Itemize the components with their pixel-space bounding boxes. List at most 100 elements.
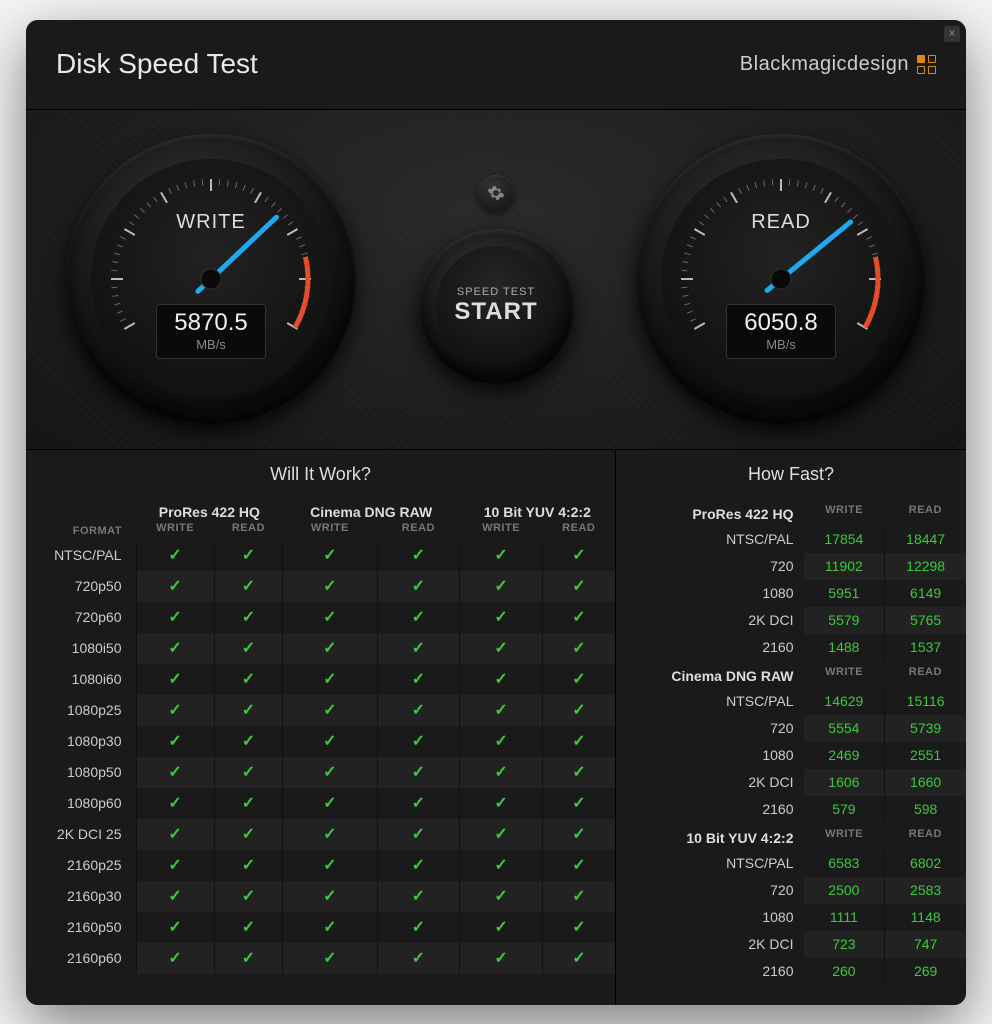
- wiw-format-label: 2160p25: [26, 850, 136, 881]
- wiw-subheader: READ: [377, 522, 460, 540]
- wiw-format-label: 720p60: [26, 602, 136, 633]
- check-icon: ✓: [572, 795, 585, 812]
- check-icon: ✓: [242, 578, 255, 595]
- check-icon: ✓: [323, 609, 336, 626]
- wiw-format-label: 1080p25: [26, 695, 136, 726]
- wiw-format-label: 1080p30: [26, 726, 136, 757]
- read-gauge: READ 6050.8 MB/s: [636, 134, 926, 424]
- wiw-format-label: 1080p60: [26, 788, 136, 819]
- check-icon: ✓: [242, 733, 255, 750]
- table-row: NTSC/PAL✓✓✓✓✓✓: [26, 540, 615, 571]
- table-row: 720p50✓✓✓✓✓✓: [26, 571, 615, 602]
- wiw-check-cell: ✓: [377, 726, 460, 757]
- read-gauge-dial: [661, 159, 901, 399]
- hf-write-value: 17854: [804, 526, 885, 553]
- wiw-check-cell: ✓: [214, 943, 282, 974]
- table-row: 1080p30✓✓✓✓✓✓: [26, 726, 615, 757]
- check-icon: ✓: [572, 857, 585, 874]
- check-icon: ✓: [323, 702, 336, 719]
- hf-group-name: 10 Bit YUV 4:2:2: [616, 823, 804, 850]
- check-icon: ✓: [494, 640, 507, 657]
- brand-text: Blackmagicdesign: [740, 53, 909, 76]
- check-icon: ✓: [168, 733, 181, 750]
- hf-format-label: 1080: [616, 580, 804, 607]
- wiw-check-cell: ✓: [460, 850, 543, 881]
- check-icon: ✓: [323, 578, 336, 595]
- wiw-check-cell: ✓: [377, 788, 460, 819]
- wiw-check-cell: ✓: [543, 788, 615, 819]
- hf-read-value: 15116: [885, 688, 966, 715]
- wiw-check-cell: ✓: [460, 695, 543, 726]
- write-value: 5870.5: [157, 309, 265, 337]
- settings-button[interactable]: [478, 175, 514, 211]
- table-row: 720p60✓✓✓✓✓✓: [26, 602, 615, 633]
- hf-format-label: 2160: [616, 958, 804, 985]
- wiw-check-cell: ✓: [543, 881, 615, 912]
- check-icon: ✓: [412, 578, 425, 595]
- table-row: 1080p60✓✓✓✓✓✓: [26, 788, 615, 819]
- write-gauge-dial: [91, 159, 331, 399]
- wiw-check-cell: ✓: [460, 757, 543, 788]
- wiw-check-cell: ✓: [136, 788, 214, 819]
- hf-group-name: ProRes 422 HQ: [616, 499, 804, 526]
- hf-read-value: 5739: [885, 715, 966, 742]
- hf-format-label: NTSC/PAL: [616, 850, 804, 877]
- check-icon: ✓: [242, 640, 255, 657]
- check-icon: ✓: [412, 950, 425, 967]
- check-icon: ✓: [323, 919, 336, 936]
- check-icon: ✓: [168, 857, 181, 874]
- check-icon: ✓: [412, 547, 425, 564]
- wiw-check-cell: ✓: [214, 819, 282, 850]
- check-icon: ✓: [572, 702, 585, 719]
- wiw-subheader: READ: [214, 522, 282, 540]
- wiw-format-label: NTSC/PAL: [26, 540, 136, 571]
- check-icon: ✓: [412, 888, 425, 905]
- wiw-check-cell: ✓: [136, 943, 214, 974]
- center-controls: SPEED TEST START: [419, 175, 574, 384]
- hf-read-value: 598: [885, 796, 966, 823]
- check-icon: ✓: [494, 702, 507, 719]
- check-icon: ✓: [572, 919, 585, 936]
- table-row: 2160260269: [616, 958, 966, 985]
- wiw-check-cell: ✓: [136, 540, 214, 571]
- check-icon: ✓: [572, 826, 585, 843]
- read-value: 6050.8: [727, 309, 835, 337]
- wiw-check-cell: ✓: [214, 912, 282, 943]
- start-button[interactable]: SPEED TEST START: [419, 229, 574, 384]
- table-row: 2160p25✓✓✓✓✓✓: [26, 850, 615, 881]
- check-icon: ✓: [572, 640, 585, 657]
- wiw-check-cell: ✓: [543, 664, 615, 695]
- check-icon: ✓: [242, 950, 255, 967]
- wiw-check-cell: ✓: [460, 819, 543, 850]
- wiw-check-cell: ✓: [283, 881, 377, 912]
- check-icon: ✓: [168, 547, 181, 564]
- check-icon: ✓: [494, 671, 507, 688]
- table-row: 1080i60✓✓✓✓✓✓: [26, 664, 615, 695]
- check-icon: ✓: [494, 826, 507, 843]
- wiw-check-cell: ✓: [214, 664, 282, 695]
- check-icon: ✓: [494, 547, 507, 564]
- hf-subheader: READ: [885, 823, 966, 850]
- hf-read-value: 269: [885, 958, 966, 985]
- wiw-check-cell: ✓: [377, 819, 460, 850]
- check-icon: ✓: [572, 671, 585, 688]
- check-icon: ✓: [494, 950, 507, 967]
- check-icon: ✓: [494, 764, 507, 781]
- will-it-work-table: ProRes 422 HQCinema DNG RAW10 Bit YUV 4:…: [26, 499, 615, 974]
- hf-subheader: WRITE: [804, 823, 885, 850]
- wiw-check-cell: ✓: [283, 819, 377, 850]
- start-label-2: START: [454, 298, 537, 326]
- check-icon: ✓: [168, 609, 181, 626]
- check-icon: ✓: [572, 547, 585, 564]
- wiw-subheader: WRITE: [283, 522, 377, 540]
- check-icon: ✓: [242, 764, 255, 781]
- wiw-check-cell: ✓: [136, 757, 214, 788]
- wiw-check-cell: ✓: [214, 695, 282, 726]
- check-icon: ✓: [572, 888, 585, 905]
- wiw-check-cell: ✓: [283, 664, 377, 695]
- hf-read-value: 1148: [885, 904, 966, 931]
- check-icon: ✓: [412, 671, 425, 688]
- check-icon: ✓: [168, 950, 181, 967]
- close-button[interactable]: ×: [944, 26, 960, 42]
- table-row: 108024692551: [616, 742, 966, 769]
